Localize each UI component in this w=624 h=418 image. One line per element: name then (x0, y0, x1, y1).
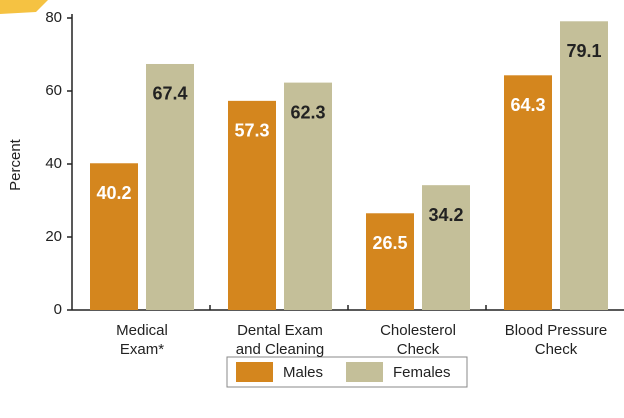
value-label: 67.4 (152, 84, 187, 104)
bar (90, 163, 138, 310)
bar (366, 213, 414, 310)
value-label: 40.2 (96, 183, 131, 203)
x-tick-label: Exam* (120, 341, 164, 358)
y-tick-label: 0 (54, 301, 62, 318)
y-axis-label: Percent (7, 138, 24, 191)
value-label: 62.3 (290, 102, 325, 122)
y-tick-label: 40 (45, 155, 62, 172)
x-tick-label: Blood Pressure (505, 322, 608, 339)
corner-decoration (0, 0, 48, 14)
bar (228, 100, 276, 310)
value-label: 79.1 (566, 41, 601, 61)
bar (560, 21, 608, 310)
bar (284, 82, 332, 310)
y-tick-label: 20 (45, 228, 62, 245)
x-tick-label: Check (397, 341, 440, 358)
y-tick-label: 80 (45, 9, 62, 26)
legend-swatch (236, 362, 273, 382)
value-label: 57.3 (234, 121, 269, 141)
value-label: 64.3 (510, 95, 545, 115)
bar (422, 185, 470, 310)
bar (504, 75, 552, 311)
legend-swatch (346, 362, 383, 382)
x-tick-label: Dental Exam (237, 322, 323, 339)
y-tick-label: 60 (45, 82, 62, 99)
legend-label: Males (283, 364, 323, 381)
x-tick-label: Check (535, 341, 578, 358)
legend-label: Females (393, 364, 451, 381)
value-label: 26.5 (372, 233, 407, 253)
x-tick-label: and Cleaning (236, 341, 324, 358)
x-tick-label: Medical (116, 322, 168, 339)
x-tick-label: Cholesterol (380, 322, 456, 339)
bar (146, 63, 194, 310)
value-label: 34.2 (428, 205, 463, 225)
